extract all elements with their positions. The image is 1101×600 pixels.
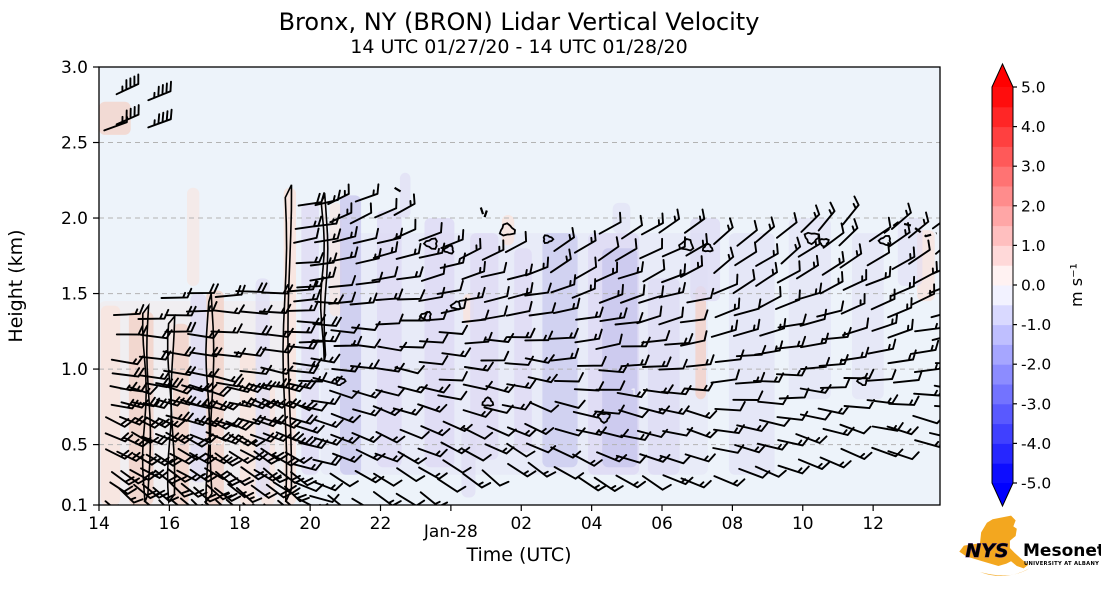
y-tick-label: 2.0 <box>61 209 88 229</box>
colorbar-segment <box>992 245 1013 266</box>
colorbar-tick-label: 2.0 <box>1021 197 1046 215</box>
contour-loop <box>498 222 516 237</box>
colorbar-tick-label: 5.0 <box>1021 79 1046 97</box>
contour-loop <box>701 242 714 253</box>
colorbar-tick-label: -2.0 <box>1021 356 1051 374</box>
velocity-patch <box>690 218 721 302</box>
velocity-patch <box>514 248 532 453</box>
contour-loop <box>542 234 555 245</box>
x-tick-label: 02 <box>510 514 532 534</box>
colorbar: 5.0 4.0 3.0 2.0 1.0 0.0 -1.0 -2.0 -3.0 -4.0 -5.0 <box>991 62 1051 508</box>
velocity-patch <box>695 286 706 400</box>
y-tick-label: 1.0 <box>61 360 88 380</box>
contour-loop <box>334 376 347 387</box>
contour-loop <box>422 237 438 250</box>
ny-state-icon <box>959 515 1029 569</box>
y-tick-label: 0.1 <box>61 496 88 516</box>
x-tick-label: Jan-28 <box>423 522 478 542</box>
x-tick-label: 08 <box>722 514 744 534</box>
chart-subtitle: 14 UTC 01/27/20 - 14 UTC 01/28/20 <box>350 36 687 58</box>
dashed-contour <box>883 221 937 238</box>
logo-mesonet-text: Mesonet <box>1023 541 1101 561</box>
logo-nys-text: NYS <box>965 540 1008 562</box>
wind-barbs <box>103 73 940 505</box>
colorbar-segment <box>992 324 1013 345</box>
x-axis-label: Time (UTC) <box>465 544 571 566</box>
dashed-contour <box>394 186 403 194</box>
colorbar-segment <box>992 186 1013 207</box>
contour-loop <box>481 396 495 407</box>
x-axis-ticks: 14 16 18 20 22 Jan-28 02 04 06 08 10 12 <box>88 505 884 542</box>
colorbar-tick-label: 4.0 <box>1021 118 1046 136</box>
velocity-patch <box>340 195 362 475</box>
colorbar-segment <box>992 344 1013 365</box>
colorbar-segment <box>992 384 1013 405</box>
colorbar-segment <box>992 205 1013 227</box>
colorbar-tick-label: -3.0 <box>1021 395 1051 413</box>
logo-swoosh-icon <box>980 568 1030 577</box>
x-tick-label: 18 <box>229 514 251 534</box>
velocity-patch <box>100 305 121 505</box>
x-tick-label: 04 <box>581 514 603 534</box>
colorbar-segment <box>992 463 1013 484</box>
x-tick-label: 10 <box>792 514 814 534</box>
colorbar-tick-label: 0.0 <box>1021 277 1046 295</box>
velocity-patch <box>99 101 131 135</box>
colorbar-tick-label: -5.0 <box>1021 475 1051 493</box>
velocity-patch <box>897 218 923 286</box>
colorbar-segment <box>992 304 1013 326</box>
x-tick-label: 12 <box>862 514 884 534</box>
colorbar-segment <box>992 443 1013 464</box>
y-tick-label: 1.5 <box>61 285 88 305</box>
colorbar-segment <box>992 146 1013 167</box>
velocity-patch <box>647 278 680 475</box>
velocity-patch <box>728 233 775 475</box>
y-tick-label: 3.0 <box>61 58 88 78</box>
y-axis-label: Height (km) <box>5 229 27 342</box>
colorbar-segment <box>992 225 1013 246</box>
colorbar-segment <box>992 403 1013 425</box>
logo-tagline-text: UNIVERSITY AT ALBANY <box>1024 561 1099 567</box>
colorbar-segment <box>992 106 1013 128</box>
colorbar-segment <box>992 265 1013 286</box>
velocity-patch <box>187 187 200 286</box>
colorbar-segment <box>992 126 1013 147</box>
wind-barbs-layer <box>103 73 940 505</box>
plot-border <box>98 66 941 506</box>
velocity-patch <box>470 233 499 460</box>
colorbar-tick-label: 3.0 <box>1021 158 1046 176</box>
nys-mesonet-logo: NYS Mesonet UNIVERSITY AT ALBANY <box>959 515 1101 577</box>
colorbar-segment <box>992 423 1013 444</box>
colorbar-unit-label: m s⁻¹ <box>1067 263 1086 307</box>
dashed-contour <box>479 207 489 222</box>
x-tick-label: 20 <box>299 514 321 534</box>
x-tick-label: 14 <box>88 514 110 534</box>
colorbar-segment <box>992 87 1013 108</box>
chart-title: Bronx, NY (BRON) Lidar Vertical Velocity <box>279 8 760 36</box>
y-tick-label: 2.5 <box>61 134 88 154</box>
colorbar-segment <box>992 166 1013 187</box>
contour-loop <box>803 231 820 246</box>
colorbar-tick-label: 1.0 <box>1021 237 1046 255</box>
colorbar-tick-label: -4.0 <box>1021 435 1051 453</box>
y-axis-ticks: 3.0 2.5 2.0 1.5 1.0 0.5 0.1 <box>61 58 99 516</box>
x-tick-label: 06 <box>651 514 673 534</box>
colorbar-tick-label: -1.0 <box>1021 316 1051 334</box>
x-tick-label: 22 <box>370 514 392 534</box>
y-tick-label: 0.5 <box>61 436 88 456</box>
contour-loop <box>678 238 695 252</box>
colorbar-segment <box>992 364 1013 385</box>
x-tick-label: 16 <box>159 514 181 534</box>
colorbar-under-arrow <box>992 483 1013 506</box>
velocity-patch <box>501 215 515 246</box>
colorbar-over-arrow <box>992 64 1013 87</box>
colorbar-segment <box>992 285 1013 306</box>
